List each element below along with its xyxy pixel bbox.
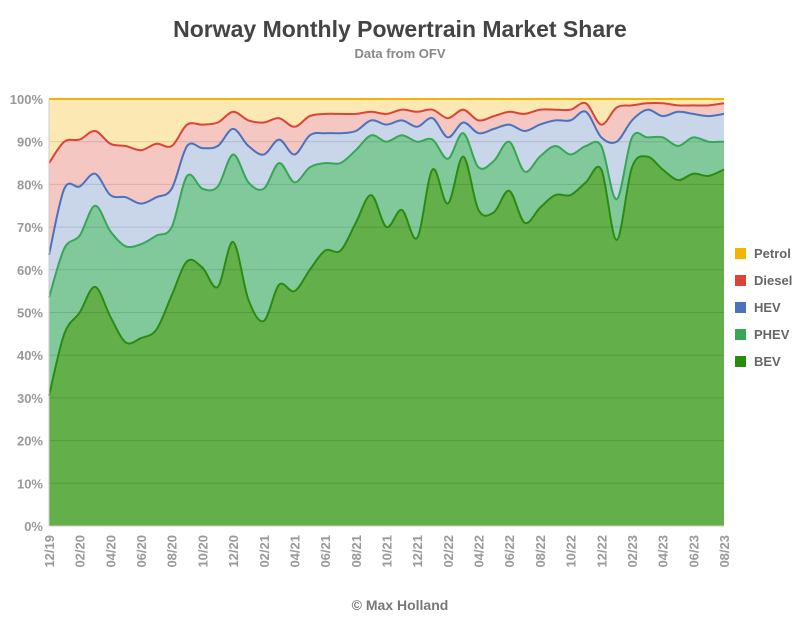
- legend: Petrol Diesel HEV PHEV BEV: [735, 240, 792, 375]
- legend-swatch: [735, 356, 746, 367]
- legend-swatch: [735, 329, 746, 340]
- x-tick-label: 12/20: [226, 535, 241, 568]
- line-hev: [48, 108, 725, 256]
- y-tick-label: 50%: [17, 306, 43, 321]
- y-tick-label: 60%: [17, 263, 43, 278]
- area-bev: [49, 156, 724, 527]
- x-tick-label: 12/22: [594, 535, 609, 568]
- x-tick-label: 08/20: [165, 535, 180, 568]
- y-tick-label: 30%: [17, 391, 43, 406]
- x-tick-label: 02/22: [441, 535, 456, 568]
- x-tick-label: 02/23: [625, 535, 640, 568]
- credit: © Max Holland: [351, 597, 449, 613]
- x-tick-label: 04/20: [103, 535, 118, 568]
- x-tick-label: 06/21: [318, 535, 333, 568]
- x-tick-label: 04/21: [287, 535, 302, 568]
- y-tick-label: 0%: [24, 519, 43, 534]
- line-bev: [48, 155, 725, 397]
- x-tick-label: 08/21: [349, 535, 364, 568]
- x-tick-label: 10/22: [564, 535, 579, 568]
- legend-label: PHEV: [754, 327, 790, 342]
- x-tick-label: 10/21: [380, 535, 395, 568]
- legend-label: Petrol: [754, 246, 791, 261]
- legend-label: HEV: [754, 300, 781, 315]
- x-tick-label: 02/21: [257, 535, 272, 568]
- area-diesel: [49, 102, 724, 255]
- legend-item-bev[interactable]: BEV: [735, 348, 792, 375]
- area-phev: [49, 132, 724, 396]
- y-tick-label: 70%: [17, 220, 43, 235]
- y-tick-label: 90%: [17, 135, 43, 150]
- legend-swatch: [735, 302, 746, 313]
- legend-label: Diesel: [754, 273, 793, 288]
- y-tick-label: 10%: [17, 476, 43, 491]
- x-tick-label: 08/23: [717, 535, 732, 568]
- line-diesel: [48, 101, 725, 164]
- legend-label: BEV: [754, 354, 781, 369]
- area-petrol: [49, 99, 724, 164]
- y-tick-label: 80%: [17, 177, 43, 192]
- x-tick-label: 06/23: [686, 535, 701, 568]
- y-tick-label: 100%: [10, 92, 44, 107]
- x-tick-label: 12/19: [42, 535, 57, 568]
- chart-subtitle: Data from OFV: [354, 46, 446, 61]
- x-tick-label: 06/20: [134, 535, 149, 568]
- x-tick-label: 08/22: [533, 535, 548, 568]
- x-tick-label: 06/22: [502, 535, 517, 568]
- area-hev: [49, 109, 724, 298]
- x-tick-label: 02/20: [73, 535, 88, 568]
- y-tick-label: 20%: [17, 434, 43, 449]
- x-tick-label: 10/20: [195, 535, 210, 568]
- legend-item-phev[interactable]: PHEV: [735, 321, 792, 348]
- legend-swatch: [735, 248, 746, 259]
- line-phev: [48, 131, 725, 298]
- y-tick-label: 40%: [17, 348, 43, 363]
- x-tick-label: 04/23: [656, 535, 671, 568]
- legend-item-petrol[interactable]: Petrol: [735, 240, 792, 267]
- legend-swatch: [735, 275, 746, 286]
- legend-item-diesel[interactable]: Diesel: [735, 267, 792, 294]
- chart-title: Norway Monthly Powertrain Market Share: [173, 16, 627, 42]
- legend-item-hev[interactable]: HEV: [735, 294, 792, 321]
- x-tick-label: 12/21: [410, 535, 425, 568]
- x-tick-label: 04/22: [472, 535, 487, 568]
